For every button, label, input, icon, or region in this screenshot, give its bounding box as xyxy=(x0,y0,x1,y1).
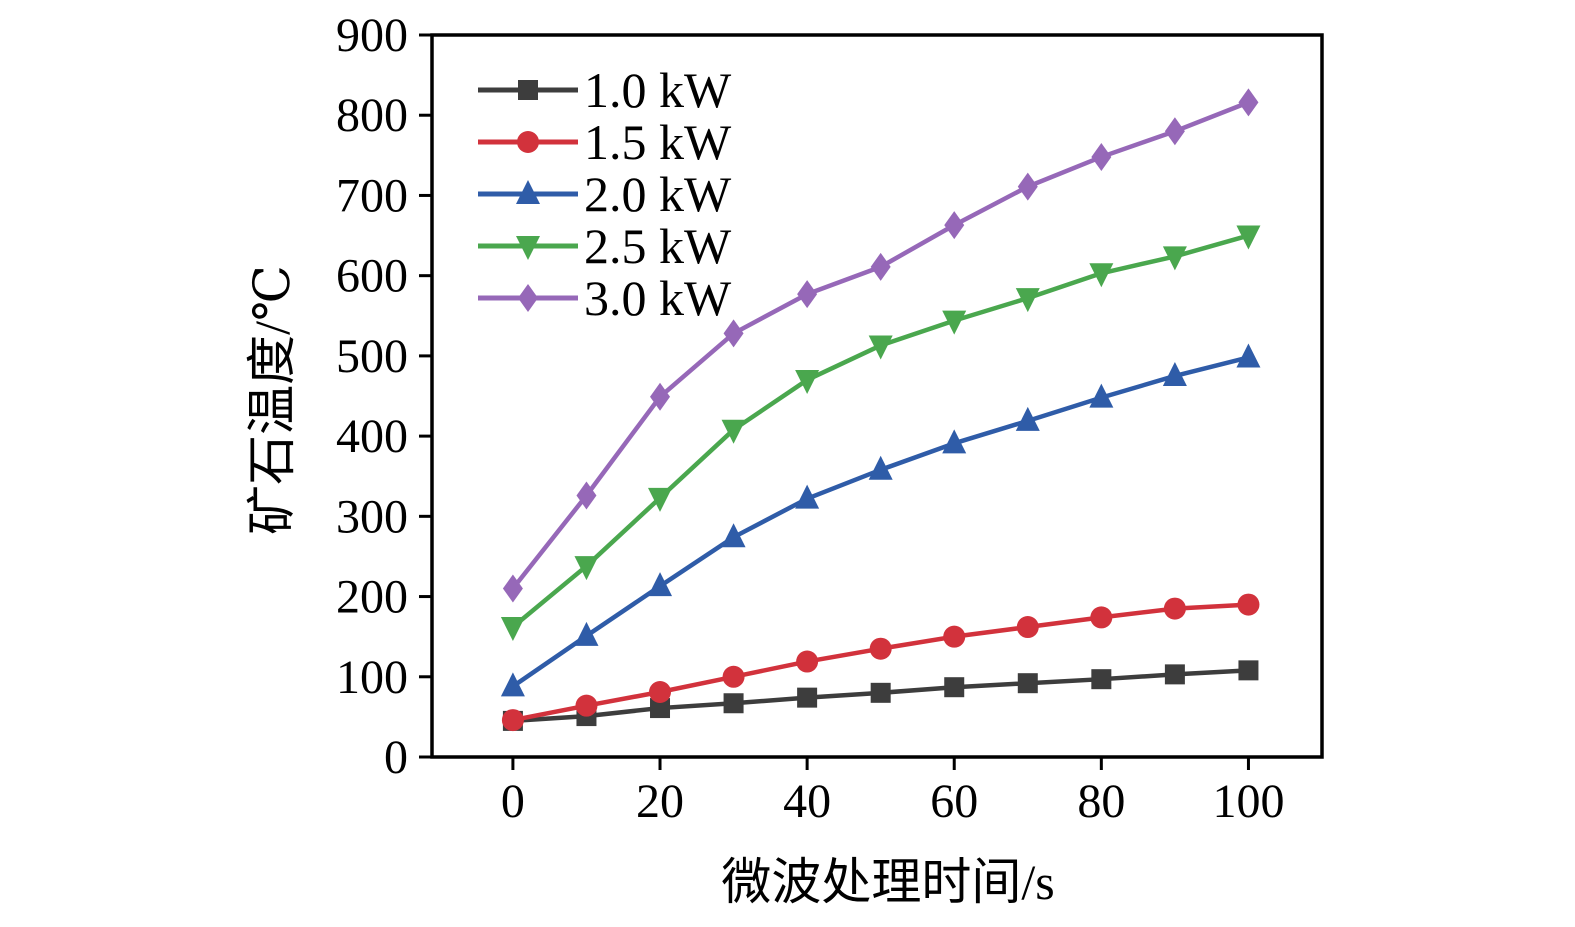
diamond-marker xyxy=(650,382,671,411)
circle-marker xyxy=(517,131,539,153)
triangle-up-marker xyxy=(574,621,599,646)
x-tick-label: 60 xyxy=(930,775,978,828)
y-tick-label: 900 xyxy=(336,9,408,62)
triangle-up-marker xyxy=(648,572,673,597)
diamond-marker xyxy=(502,574,523,603)
circle-marker xyxy=(1090,606,1113,629)
triangle-up-marker xyxy=(1015,406,1040,431)
circle-marker xyxy=(722,665,745,688)
triangle-up-marker xyxy=(500,672,525,697)
diamond-marker xyxy=(576,481,597,510)
series-2.5-kW xyxy=(500,225,1261,642)
diamond-marker xyxy=(1164,117,1185,146)
y-tick-label: 0 xyxy=(384,731,408,784)
series-2.0-kW xyxy=(500,343,1261,697)
legend: 1.0 kW1.5 kW2.0 kW2.5 kW3.0 kW xyxy=(478,62,732,326)
legend-label: 2.5 kW xyxy=(584,218,732,274)
circle-marker xyxy=(501,709,524,732)
y-tick-label: 400 xyxy=(336,410,408,463)
diamond-marker xyxy=(723,319,744,348)
triangle-down-marker xyxy=(648,487,673,512)
triangle-up-marker xyxy=(795,484,820,509)
triangle-down-marker xyxy=(574,556,599,581)
y-tick-label: 700 xyxy=(336,169,408,222)
square-marker xyxy=(723,693,744,714)
series-line xyxy=(511,355,1249,689)
x-tick-label: 0 xyxy=(501,775,525,828)
diamond-marker xyxy=(518,284,538,312)
square-marker xyxy=(944,677,965,698)
legend-label: 1.0 kW xyxy=(584,62,732,118)
x-tick-label: 40 xyxy=(783,775,831,828)
triangle-down-marker xyxy=(1162,246,1187,271)
y-tick-label: 100 xyxy=(336,651,408,704)
series-1.5-kW xyxy=(501,593,1260,732)
square-marker xyxy=(797,687,818,708)
x-tick-label: 100 xyxy=(1212,775,1284,828)
circle-marker xyxy=(943,625,966,648)
diamond-marker xyxy=(1091,142,1112,171)
square-marker xyxy=(518,80,538,100)
circle-marker xyxy=(1237,593,1260,616)
square-marker xyxy=(1164,664,1185,685)
series-1.0-kW xyxy=(502,660,1259,731)
x-axis-label: 微波处理时间/s xyxy=(721,854,1055,910)
triangle-down-marker xyxy=(1015,288,1040,313)
circle-marker xyxy=(1163,597,1186,620)
triangle-up-marker xyxy=(1162,361,1187,386)
triangle-up-marker xyxy=(1236,343,1261,368)
triangle-down-marker xyxy=(500,617,525,642)
triangle-down-marker xyxy=(868,335,893,360)
diamond-marker xyxy=(797,280,818,309)
circle-marker xyxy=(575,694,598,717)
x-tick-label: 80 xyxy=(1077,775,1125,828)
square-marker xyxy=(1238,660,1259,681)
triangle-down-marker xyxy=(1236,225,1261,250)
y-tick-label: 300 xyxy=(336,490,408,543)
triangle-up-marker xyxy=(516,180,540,204)
series-3.0-kW xyxy=(502,88,1259,603)
square-marker xyxy=(650,698,671,719)
triangle-up-marker xyxy=(868,455,893,480)
triangle-up-marker xyxy=(942,429,967,454)
square-marker xyxy=(1017,673,1038,694)
x-tick-label: 20 xyxy=(636,775,684,828)
triangle-down-marker xyxy=(721,419,746,444)
diamond-marker xyxy=(1238,88,1259,117)
y-tick-label: 500 xyxy=(336,330,408,383)
diamond-marker xyxy=(1017,172,1038,201)
diamond-marker xyxy=(944,211,965,240)
square-marker xyxy=(870,682,891,703)
circle-marker xyxy=(796,650,819,673)
legend-label: 3.0 kW xyxy=(584,270,732,326)
triangle-up-marker xyxy=(1089,383,1114,408)
triangle-up-marker xyxy=(721,523,746,548)
square-marker xyxy=(1091,669,1112,690)
circle-marker xyxy=(869,637,892,660)
legend-label: 1.5 kW xyxy=(584,114,732,170)
legend-label: 2.0 kW xyxy=(584,166,732,222)
plot-border xyxy=(430,33,1324,759)
triangle-down-marker xyxy=(1089,263,1114,288)
y-tick-label: 800 xyxy=(336,89,408,142)
y-tick-label: 200 xyxy=(336,571,408,624)
y-axis-label: 矿石温度/℃ xyxy=(244,265,300,535)
diamond-marker xyxy=(870,252,891,281)
y-tick-label: 600 xyxy=(336,250,408,303)
triangle-down-marker xyxy=(516,236,540,260)
triangle-down-marker xyxy=(795,369,820,394)
circle-marker xyxy=(1016,616,1039,639)
triangle-down-marker xyxy=(942,310,967,335)
circle-marker xyxy=(649,681,672,704)
